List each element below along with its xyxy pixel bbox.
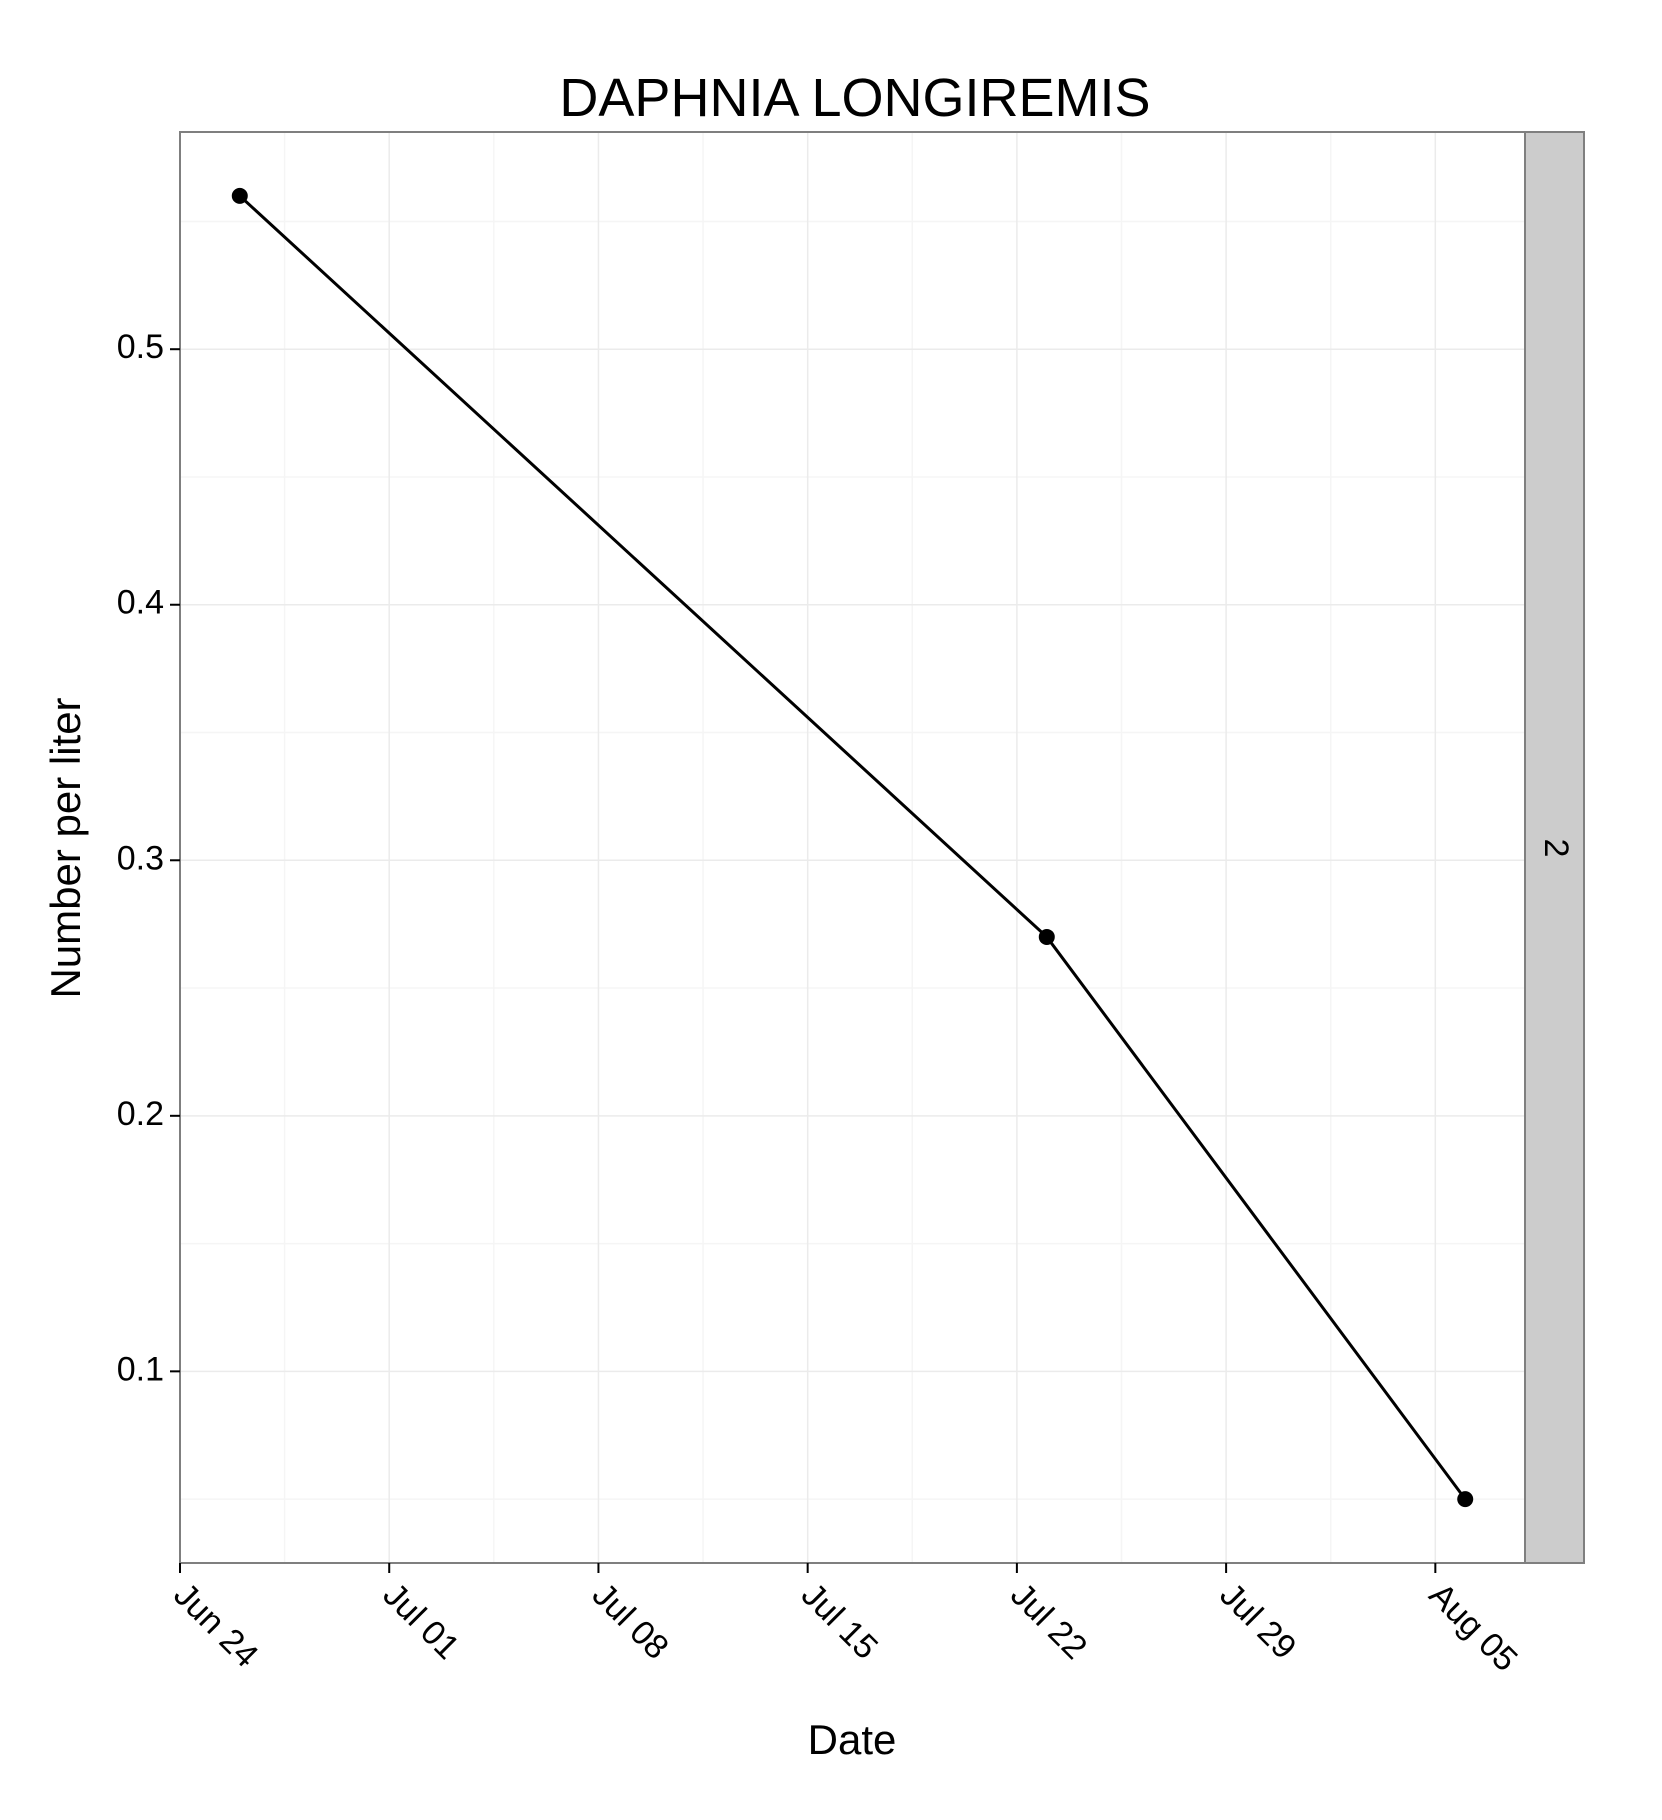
x-axis: Jun 24 Jul 01 Jul 08 Jul 15 Jul 22 Jul 29 Aug … (166, 1563, 1525, 1679)
data-point (1457, 1491, 1474, 1508)
x-tick-label: Jul 15 (794, 1576, 885, 1667)
series-layer (231, 187, 1474, 1508)
minor-gridlines-x (283, 132, 1332, 1563)
major-gridlines-y (180, 348, 1525, 1373)
x-tick-label: Jul 01 (376, 1576, 467, 1667)
chart-title: DAPHNIA LONGIREMIS (559, 68, 1150, 128)
y-axis: 0.1 0.2 0.3 0.4 0.5 (117, 328, 180, 1388)
x-tick-label: Jun 24 (166, 1576, 265, 1675)
x-axis-title: Date (808, 1716, 897, 1763)
x-tick-label: Aug 05 (1422, 1576, 1525, 1679)
data-point (231, 187, 248, 204)
x-tick-label: Jul 22 (1003, 1576, 1094, 1667)
x-tick-label: Jul 29 (1212, 1576, 1303, 1667)
data-point (1038, 928, 1055, 945)
y-tick-label: 0.5 (117, 328, 164, 366)
major-gridlines-x (388, 132, 1437, 1563)
plot-panel (180, 132, 1525, 1563)
y-tick-label: 0.4 (117, 584, 164, 622)
y-tick-label: 0.3 (117, 839, 164, 877)
x-tick-label: Jul 08 (585, 1576, 676, 1667)
facet-strip-label: 2 (1537, 839, 1575, 858)
minor-gridlines-y (180, 220, 1525, 1500)
y-tick-label: 0.1 (117, 1350, 164, 1388)
y-tick-label: 0.2 (117, 1095, 164, 1133)
y-axis-title: Number per liter (42, 697, 89, 998)
facet-strip (1524, 131, 1585, 1564)
